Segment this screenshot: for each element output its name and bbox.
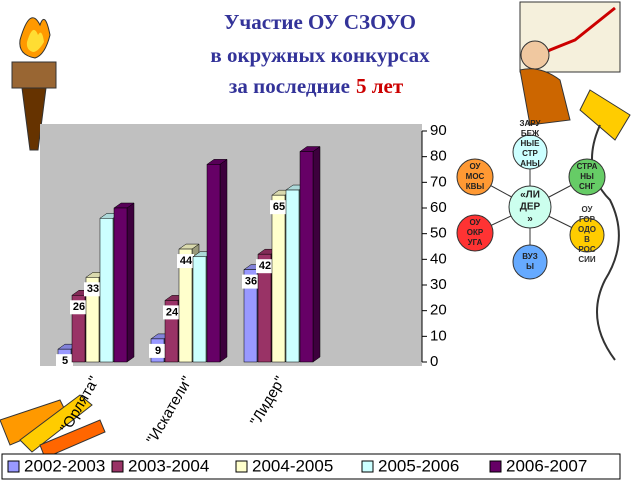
legend-swatch: [235, 460, 248, 473]
diagram-node: [569, 217, 605, 253]
bar: [178, 248, 193, 363]
legend-label: 2002-2003: [24, 456, 105, 475]
data-label: 36: [245, 276, 257, 288]
diagram-label: КВЫ: [466, 182, 485, 191]
bar-side: [312, 146, 321, 363]
diagram-label: СИИ: [578, 255, 596, 264]
data-label: 5: [62, 355, 68, 367]
data-label-box: [149, 343, 166, 358]
y-tick-label: 40: [430, 250, 447, 267]
diagram-label: БЕЖ: [521, 129, 540, 138]
bar-side: [126, 202, 135, 363]
data-label-box: [242, 274, 259, 289]
data-label-box: [70, 300, 87, 315]
y-tick-label: 20: [430, 302, 447, 319]
diagram-node: [456, 158, 494, 196]
y-tick-label: 0: [430, 353, 438, 370]
data-label: 33: [87, 283, 99, 295]
y-tick-label: 50: [430, 225, 447, 242]
diagram-label: ОУ: [470, 218, 482, 227]
data-label: 9: [155, 345, 161, 357]
diagram-label: ОДО: [578, 225, 596, 234]
data-label-box: [163, 305, 180, 320]
diagram-label: ЗАРУ: [520, 119, 542, 128]
x-tick-label: "Лидер": [247, 373, 289, 429]
diagram-label: ГОР: [579, 215, 596, 224]
data-label-box: [56, 354, 73, 369]
bar: [99, 218, 114, 363]
title-line: за последние: [229, 74, 350, 98]
legend-label: 2004-2005: [252, 456, 333, 475]
bar: [271, 194, 286, 363]
data-label: 26: [73, 301, 85, 313]
diagram-label: «ЛИ: [520, 190, 540, 201]
bar: [285, 189, 300, 363]
y-tick-label: 10: [430, 327, 447, 344]
x-tick-label: "Искатели": [143, 373, 195, 447]
bar: [192, 256, 207, 363]
data-label-box: [256, 259, 273, 274]
diagram-node: [512, 134, 548, 170]
bar: [113, 207, 128, 363]
y-tick-label: 80: [430, 148, 447, 165]
diagram-label: НЫЕ: [521, 139, 541, 148]
title-highlight: 5 лет: [356, 74, 404, 98]
diagram-label: МОС: [466, 172, 485, 181]
legend-swatch: [361, 460, 374, 473]
diagram-label: »: [527, 214, 533, 225]
data-label-box: [84, 282, 101, 297]
legend-box: [1, 453, 621, 480]
title-line: Участие ОУ СЗОУО: [224, 10, 416, 34]
data-label: 24: [166, 306, 179, 318]
diagram-label: АНЫ: [520, 159, 540, 168]
legend-label: 2005-2006: [378, 456, 459, 475]
y-tick-label: 70: [430, 173, 447, 190]
diagram-label: СТРА: [577, 162, 598, 171]
diagram-label: СНГ: [579, 182, 596, 191]
diagram-label: НЫ: [580, 172, 594, 181]
data-label: 44: [180, 255, 193, 267]
legend-label: 2003-2004: [128, 456, 209, 475]
data-label: 42: [259, 260, 271, 272]
diagram-label: ОУ: [582, 205, 594, 214]
bar: [299, 151, 314, 363]
data-label: 65: [273, 201, 285, 213]
legend-swatch: [111, 460, 124, 473]
bar-side: [219, 158, 228, 363]
y-tick-label: 30: [430, 276, 447, 293]
diagram-node: [508, 185, 552, 229]
title-line: в окружных конкурсах: [210, 43, 430, 67]
bar: [257, 253, 272, 363]
diagram-label: УГА: [468, 238, 483, 247]
diagram-label: ДЕР: [520, 202, 541, 213]
diagram-label: Ы: [526, 262, 534, 271]
y-tick-label: 60: [430, 199, 447, 216]
diagram-node: [456, 214, 494, 252]
diagram-node: [568, 158, 606, 196]
diagram-label: ВУЗ: [522, 252, 537, 261]
bar: [206, 164, 221, 363]
legend-swatch: [489, 460, 502, 473]
pencils: [0, 394, 106, 459]
data-label-box: [270, 200, 287, 215]
bar: [85, 277, 100, 363]
diagram-label: ОКР: [467, 228, 484, 237]
diagram-label: ОУ: [470, 162, 482, 171]
diagram-label: В: [584, 235, 590, 244]
diagram: «ЛИДЕР»ЗАРУБЕЖНЫЕСТРАНЫОУМОСКВЫСТРАНЫСНГ…: [456, 119, 606, 280]
y-tick-label: 90: [430, 122, 447, 139]
diagram-label: РОС: [578, 245, 595, 254]
legend-label: 2006-2007: [506, 456, 587, 475]
legend-swatch: [7, 460, 20, 473]
diagram-label: СТР: [522, 149, 538, 158]
data-label-box: [177, 254, 194, 269]
bar: [243, 269, 258, 363]
diagram-node: [512, 244, 548, 280]
